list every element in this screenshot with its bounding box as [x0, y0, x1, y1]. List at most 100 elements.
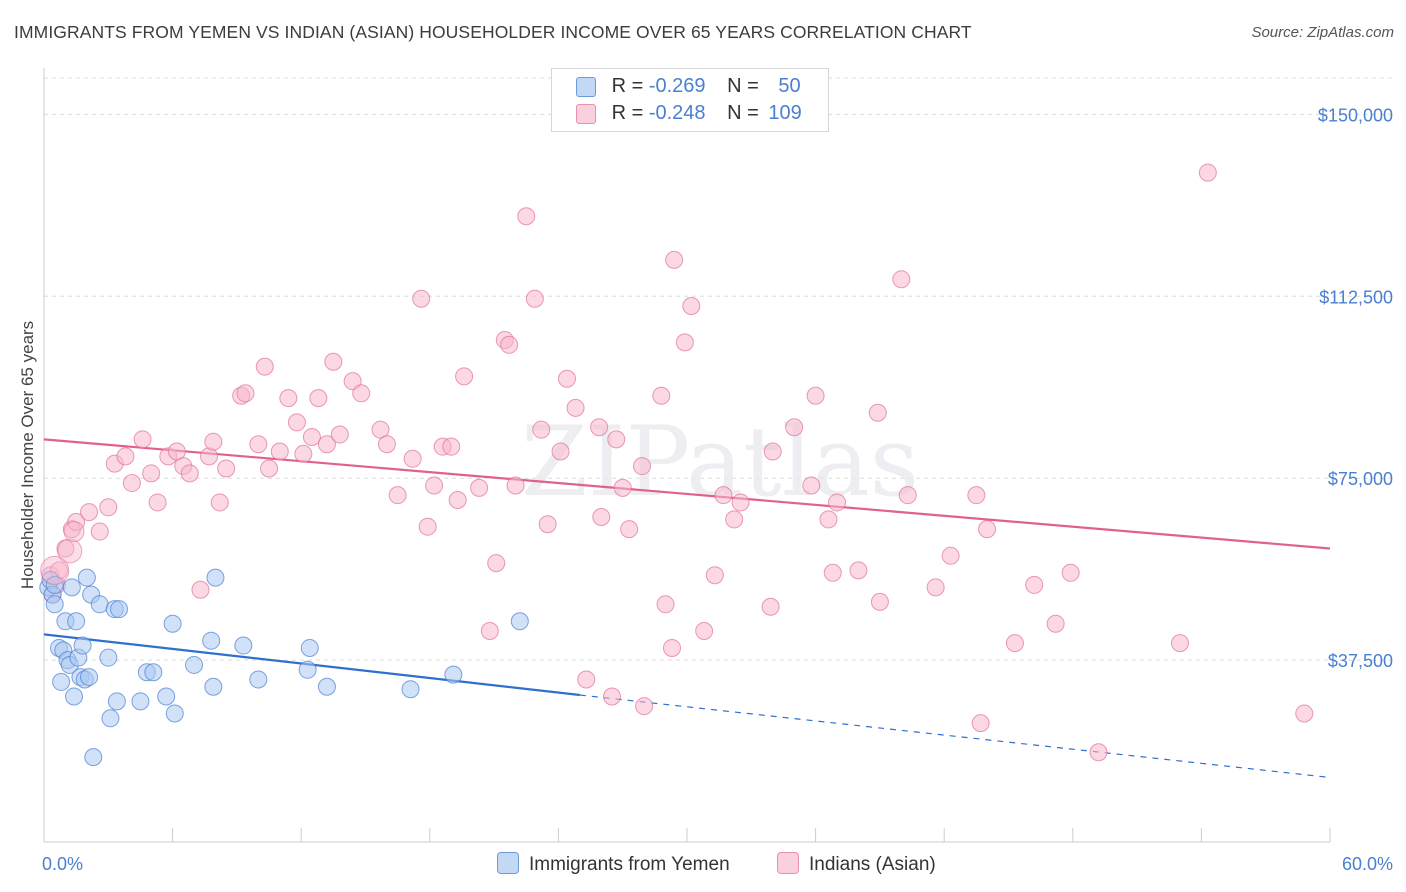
bottom-legend-swatch-indian — [777, 852, 799, 874]
point-yemen — [80, 668, 99, 687]
point-indian — [500, 335, 519, 354]
point-indian — [1046, 614, 1065, 633]
point-indian — [210, 493, 229, 512]
point-indian — [1061, 563, 1080, 582]
y-tick-label: $112,500 — [1319, 287, 1393, 307]
point-indian — [763, 442, 782, 461]
point-yemen — [444, 665, 463, 684]
legend-r-value: -0.269 — [648, 75, 706, 97]
point-yemen — [317, 677, 336, 696]
point-indian — [971, 714, 990, 733]
point-indian — [607, 430, 626, 449]
trend-line-yemen-projection — [579, 694, 1331, 779]
point-indian — [270, 442, 289, 461]
point-indian — [590, 418, 609, 437]
bottom-legend-swatch-yemen — [497, 852, 519, 874]
point-indian — [849, 561, 868, 580]
point-indian — [602, 687, 621, 706]
point-indian — [133, 430, 152, 449]
y-tick-label: $37,500 — [1328, 651, 1393, 671]
point-yemen — [52, 672, 71, 691]
point-indian — [142, 464, 161, 483]
point-indian — [635, 697, 654, 716]
point-indian — [892, 270, 911, 289]
source-label: Source: ZipAtlas.com — [1251, 24, 1394, 41]
point-indian — [418, 517, 437, 536]
point-indian — [255, 357, 274, 376]
legend-r-value: -0.248 — [648, 102, 706, 124]
point-indian — [388, 486, 407, 505]
point-yemen — [300, 638, 319, 657]
point-yemen — [107, 692, 126, 711]
point-yemen — [165, 704, 184, 723]
legend-n-label: N = — [727, 102, 759, 124]
correlation-legend: R = -0.269 N = 50 R = -0.248 N = 109 — [551, 68, 829, 132]
point-yemen — [90, 595, 109, 614]
point-indian — [99, 498, 118, 517]
point-indian — [656, 595, 675, 614]
point-indian — [412, 289, 431, 308]
point-yemen — [163, 614, 182, 633]
trend-line-indian — [43, 438, 1331, 550]
axes — [43, 68, 1331, 843]
point-indian — [317, 435, 336, 454]
point-yemen — [99, 648, 118, 667]
legend-r-label: R = — [611, 75, 644, 97]
legend-n-value: 109 — [768, 102, 802, 124]
point-indian — [725, 510, 744, 529]
point-indian — [898, 486, 917, 505]
point-indian — [785, 418, 804, 437]
point-yemen — [234, 636, 253, 655]
point-indian — [455, 367, 474, 386]
point-indian — [1198, 163, 1217, 182]
point-indian — [260, 459, 279, 478]
data-points — [39, 163, 1314, 767]
point-indian — [236, 384, 255, 403]
point-yemen — [65, 687, 84, 706]
point-yemen — [110, 600, 129, 619]
point-indian — [557, 369, 576, 388]
point-yemen — [73, 636, 92, 655]
point-indian — [63, 521, 85, 543]
x-tick-label: 60.0% — [1342, 854, 1393, 874]
point-indian — [714, 486, 733, 505]
legend-n-value: 50 — [778, 75, 801, 97]
point-indian — [425, 476, 444, 495]
point-yemen — [67, 612, 86, 631]
point-indian — [566, 398, 585, 417]
point-indian — [403, 449, 422, 468]
point-indian — [217, 459, 236, 478]
point-indian — [665, 250, 684, 269]
point-indian — [442, 437, 461, 456]
point-yemen — [101, 709, 120, 728]
legend-r-label: R = — [611, 102, 644, 124]
point-indian — [1295, 704, 1314, 723]
point-indian — [148, 493, 167, 512]
point-indian — [517, 207, 536, 226]
y-axis-label: Householder Income Over 65 years — [18, 321, 37, 589]
x-tick-label: 0.0% — [42, 854, 83, 874]
point-indian — [279, 389, 298, 408]
point-indian — [470, 478, 489, 497]
point-indian — [1089, 743, 1108, 762]
y-tick-label: $75,000 — [1328, 469, 1393, 489]
point-indian — [823, 563, 842, 582]
point-yemen — [157, 687, 176, 706]
point-yemen — [45, 595, 64, 614]
legend-swatch-indian — [576, 103, 596, 124]
point-indian — [806, 386, 825, 405]
point-indian — [926, 578, 945, 597]
point-indian — [828, 493, 847, 512]
point-indian — [675, 333, 694, 352]
point-indian — [551, 442, 570, 461]
point-indian — [309, 389, 328, 408]
point-indian — [191, 580, 210, 599]
point-indian — [868, 403, 887, 422]
point-indian — [302, 427, 321, 446]
point-indian — [802, 476, 821, 495]
point-indian — [80, 503, 99, 522]
chart-title: IMMIGRANTS FROM YEMEN VS INDIAN (ASIAN) … — [14, 22, 972, 42]
point-indian — [662, 638, 681, 657]
point-yemen — [510, 612, 529, 631]
point-indian — [1005, 634, 1024, 653]
